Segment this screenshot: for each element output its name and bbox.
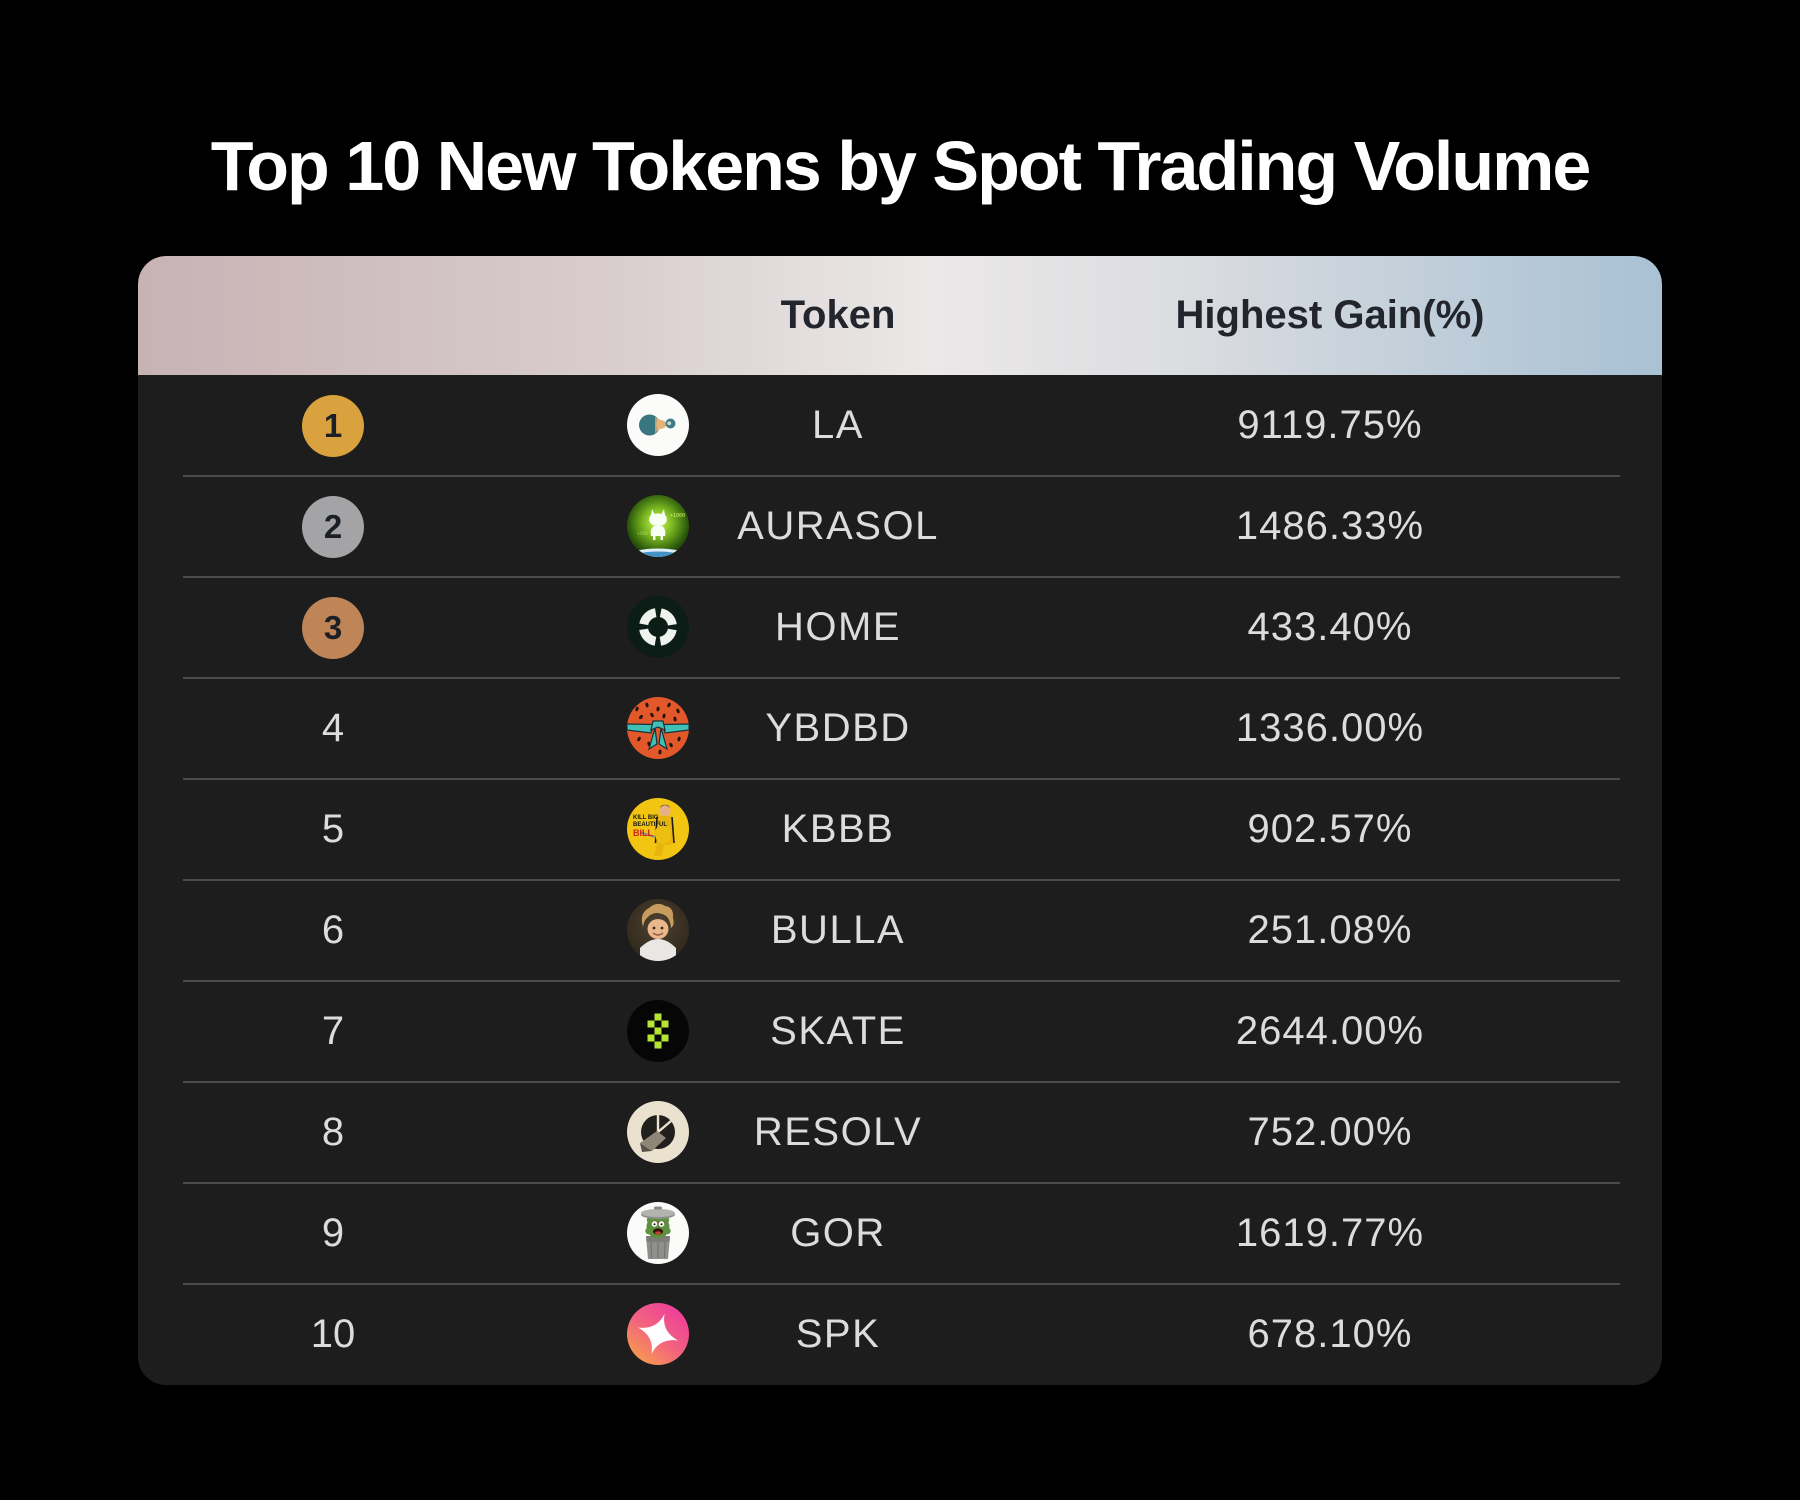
- medal-rank-number: 3: [323, 608, 343, 646]
- ybdbd-bandana-icon: [627, 697, 689, 759]
- rank-number: 6: [321, 908, 345, 952]
- gain-value: 1619.77%: [1235, 1211, 1425, 1255]
- gor-grouch-icon: [627, 1202, 689, 1264]
- skate-pixel-s-icon: [627, 1000, 689, 1062]
- rank-cell: 7: [138, 981, 528, 1082]
- rank-cell: 5: [138, 779, 528, 880]
- rank-number: 7: [321, 1009, 345, 1053]
- rank-number: 9: [321, 1211, 345, 1255]
- bronze-medal-badge: 3: [302, 596, 364, 659]
- rank-cell: 10: [138, 1284, 528, 1385]
- table-row: 9: [138, 1182, 1662, 1284]
- table-row: 3 HOME 433.40%: [138, 576, 1662, 678]
- gain-value: 752.00%: [1247, 1110, 1413, 1154]
- kbbb-caption-line: KILL BIG: [633, 815, 659, 821]
- table-row: 4: [138, 677, 1662, 779]
- gain-value: 1336.00%: [1235, 706, 1425, 750]
- token-name: SPK: [795, 1312, 881, 1356]
- medal-rank-number: 1: [323, 406, 343, 444]
- aurasol-hud-text: +1000: [670, 513, 685, 519]
- gold-medal-badge: 1: [302, 394, 364, 457]
- token-name: RESOLV: [753, 1110, 923, 1154]
- bulla-baby-icon: [627, 899, 689, 961]
- rank-number: 10: [310, 1312, 356, 1356]
- spk-spark-icon: [627, 1303, 689, 1365]
- token-column-header: Token: [780, 293, 896, 337]
- table-row: 10 SPK 678.10%: [138, 1283, 1662, 1385]
- token-name: GOR: [790, 1211, 886, 1255]
- aurasol-cat-icon: +1000 +500: [627, 495, 689, 557]
- kbbb-caption-line: BILL: [633, 828, 653, 838]
- table-row: 2 +1000 +500 AURASOL 1486.33%: [138, 475, 1662, 577]
- rank-number: 5: [321, 807, 345, 851]
- gain-value: 433.40%: [1247, 605, 1413, 649]
- gain-value: 678.10%: [1247, 1312, 1413, 1356]
- table-row: 5 KILL BIG BEAUTIFUL BILL KBBB 902.57%: [138, 778, 1662, 880]
- token-name: YBDBD: [765, 706, 911, 750]
- rank-number: 4: [321, 706, 345, 750]
- medal-rank-number: 2: [323, 507, 343, 545]
- rank-cell: 4: [138, 678, 528, 779]
- resolv-geometric-icon: [627, 1101, 689, 1163]
- rank-cell: 6: [138, 880, 528, 981]
- home-ring-icon: [627, 596, 689, 658]
- token-name: KBBB: [781, 807, 895, 851]
- silver-medal-badge: 2: [302, 495, 364, 558]
- table-row: 1 LA 9119.75%: [138, 375, 1662, 476]
- table-row: 8 RESOLV 752.00%: [138, 1081, 1662, 1183]
- page-title: Top 10 New Tokens by Spot Trading Volume: [210, 127, 1592, 205]
- token-name: BULLA: [770, 908, 906, 952]
- table-row: 6 BULLA 251.08%: [138, 879, 1662, 981]
- token-name: AURASOL: [737, 504, 939, 548]
- gain-value: 1486.33%: [1235, 504, 1425, 548]
- rank-cell: 8: [138, 1082, 528, 1183]
- kbbb-figure-icon: KILL BIG BEAUTIFUL BILL: [627, 798, 689, 860]
- rank-number: 8: [321, 1110, 345, 1154]
- token-name: SKATE: [770, 1009, 906, 1053]
- token-name: HOME: [775, 605, 901, 649]
- la-logo-icon: [627, 394, 689, 456]
- token-name: LA: [812, 403, 864, 447]
- rank-cell: 3: [138, 577, 528, 678]
- rank-cell: 1: [138, 375, 528, 476]
- gain-column-header: Highest Gain(%): [1175, 293, 1485, 337]
- aurasol-hud-text: +500: [637, 531, 648, 537]
- table-row: 7 SKATE 2644.00%: [138, 980, 1662, 1082]
- tokens-table: Token Highest Gain(%) 1 LA 9119.75%: [138, 256, 1662, 1385]
- rank-cell: 2: [138, 476, 528, 577]
- rank-cell: 9: [138, 1183, 528, 1284]
- gain-value: 2644.00%: [1235, 1009, 1425, 1053]
- gain-value: 251.08%: [1247, 908, 1413, 952]
- kbbb-caption-line: BEAUTIFUL: [633, 822, 667, 828]
- gain-value: 902.57%: [1247, 807, 1413, 851]
- table-header: Token Highest Gain(%): [138, 256, 1662, 375]
- table-body: 1 LA 9119.75% 2: [138, 375, 1662, 1385]
- gain-value: 9119.75%: [1237, 403, 1423, 447]
